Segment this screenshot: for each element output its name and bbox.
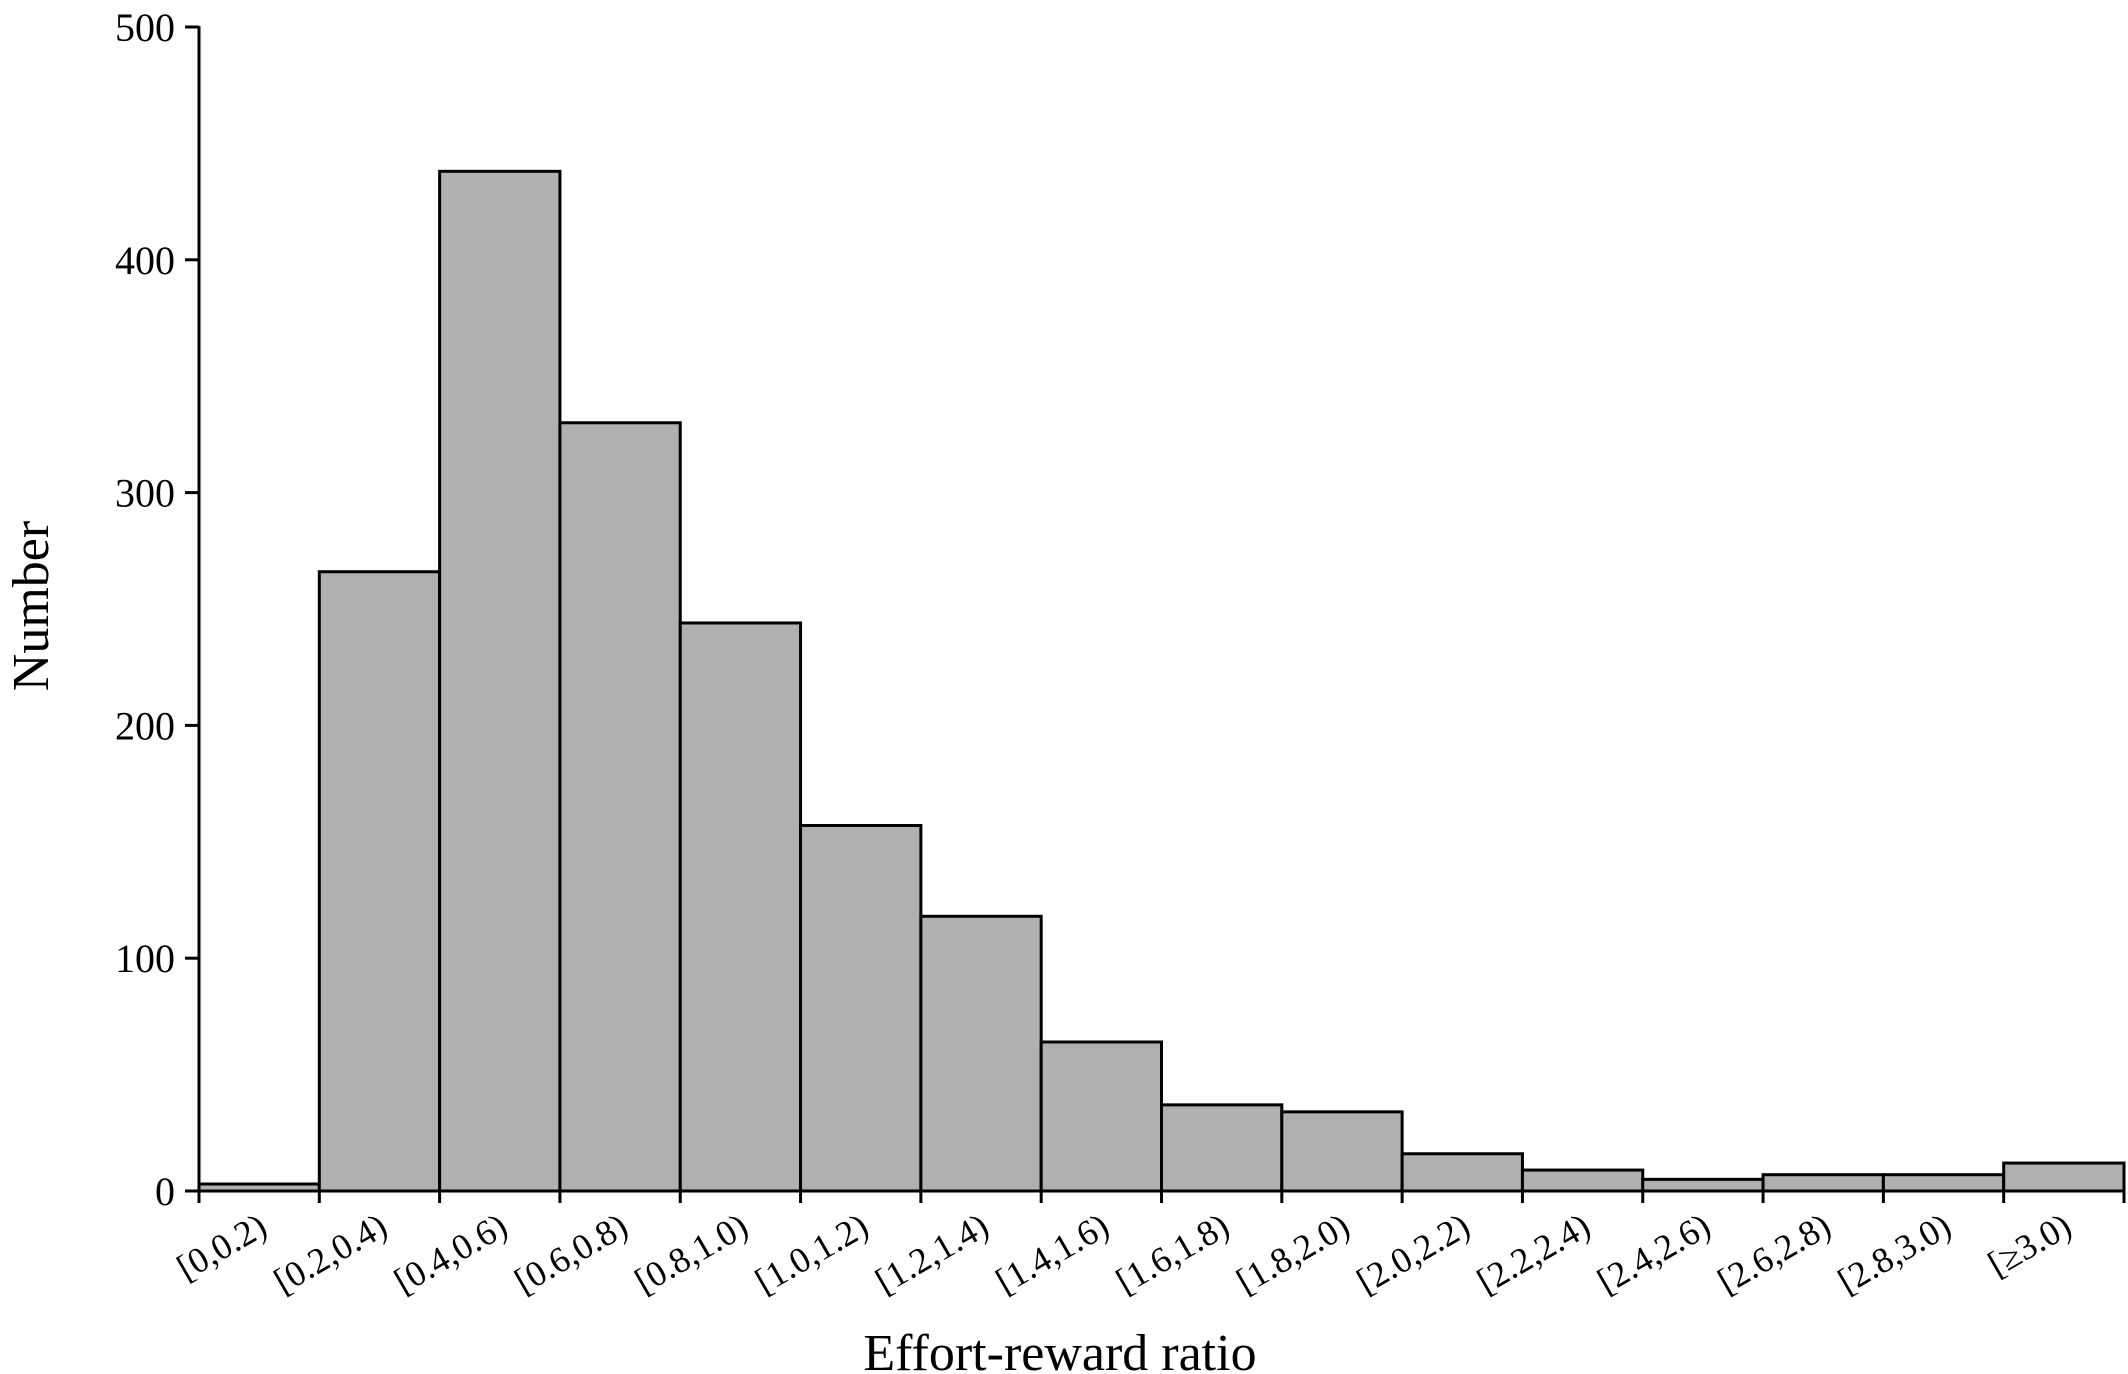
- x-tick-label-15: [≥3.0): [1981, 1205, 2078, 1284]
- bar-7: [1039, 1040, 1163, 1193]
- x-tick-label-2: [0.4,0.6): [387, 1205, 514, 1301]
- bar-8: [1160, 1103, 1284, 1193]
- bar-5: [799, 824, 923, 1193]
- x-tick-label-12: [2.4,2.6): [1590, 1205, 1717, 1301]
- y-axis-title: Number: [3, 521, 60, 691]
- y-tick-label-2: 200: [115, 703, 175, 748]
- y-tick-label-0: 0: [155, 1169, 175, 1214]
- x-axis: [0,0.2)[0.2,0.4)[0.4,0.6)[0.6,0.8)[0.8,1…: [170, 1189, 2126, 1301]
- bar-12: [1641, 1177, 1765, 1193]
- bar-9: [1280, 1110, 1404, 1193]
- x-tick-label-0: [0,0.2): [170, 1205, 273, 1288]
- y-axis: 0 100 200 300 400 500: [115, 5, 201, 1214]
- bar-2: [438, 169, 562, 1193]
- x-tick-label-6: [1.2,1.4): [869, 1205, 996, 1301]
- x-tick-label-5: [1.0,1.2): [748, 1205, 875, 1301]
- y-tick-label-5: 500: [115, 5, 175, 50]
- y-tick-label-1: 100: [115, 936, 175, 981]
- x-tick-label-10: [2.0,2.2): [1350, 1205, 1477, 1301]
- x-tick-label-1: [0.2,0.4): [267, 1205, 394, 1301]
- bar-1: [317, 570, 442, 1193]
- bar-3: [558, 421, 682, 1193]
- x-tick-label-7: [1.4,1.6): [989, 1205, 1116, 1301]
- x-tick-label-11: [2.2,2.4): [1470, 1205, 1597, 1301]
- x-tick-label-3: [0.6,0.8): [508, 1205, 635, 1301]
- y-tick-label-3: 300: [115, 471, 175, 516]
- bars-group: [197, 169, 2126, 1193]
- x-tick-label-4: [0.8,1.0): [628, 1205, 755, 1301]
- y-tick-label-4: 400: [115, 238, 175, 283]
- bar-15: [2002, 1161, 2126, 1193]
- x-tick-label-8: [1.6,1.8): [1109, 1205, 1236, 1301]
- bar-13: [1761, 1173, 1885, 1193]
- bar-10: [1400, 1152, 1524, 1193]
- x-tick-label-9: [1.8,2.0): [1229, 1205, 1356, 1301]
- x-axis-title: Effort-reward ratio: [863, 1325, 1256, 1374]
- bar-6: [919, 914, 1043, 1193]
- bar-14: [1881, 1173, 2006, 1193]
- x-tick-label-14: [2.8,3.0): [1831, 1205, 1958, 1301]
- x-tick-label-13: [2.6,2.8): [1711, 1205, 1838, 1301]
- bar-4: [678, 621, 803, 1193]
- bar-11: [1520, 1168, 1645, 1193]
